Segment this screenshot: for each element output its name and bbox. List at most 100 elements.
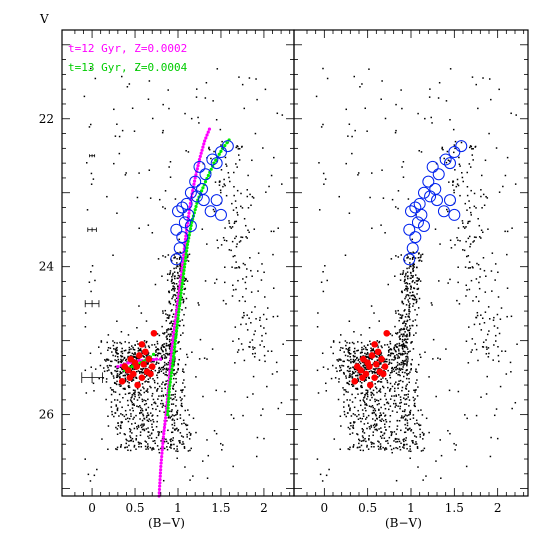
field-star-point	[162, 372, 165, 374]
field-star-point	[362, 348, 365, 350]
field-star-point	[506, 315, 508, 318]
field-star-point	[388, 408, 390, 411]
field-star-point	[127, 404, 129, 407]
field-star-point	[190, 433, 192, 435]
field-star-point	[478, 300, 480, 303]
field-star-point	[478, 281, 480, 284]
field-star-point	[131, 432, 133, 434]
red-star-marker	[366, 381, 374, 389]
field-star-point	[137, 441, 140, 444]
field-star-point	[368, 68, 370, 70]
field-star-point	[170, 415, 173, 418]
isochrone-point	[181, 272, 186, 276]
field-star-point	[379, 388, 382, 390]
field-star-point	[109, 347, 112, 349]
isochrone-point	[158, 357, 162, 361]
field-star-point	[390, 434, 393, 437]
field-star-point	[405, 323, 407, 325]
field-star-point	[175, 304, 177, 307]
field-star-point	[177, 367, 179, 370]
field-star-point	[462, 180, 464, 183]
field-star-point	[368, 370, 371, 373]
field-star-point	[349, 446, 351, 449]
field-star-point	[184, 466, 186, 468]
field-star-point	[139, 442, 141, 444]
field-star-point	[324, 178, 327, 180]
field-star-point	[176, 448, 178, 450]
field-star-point	[87, 473, 90, 476]
field-star-point	[371, 442, 374, 444]
field-star-point	[336, 359, 338, 361]
blue-star-marker	[448, 208, 461, 221]
field-star-point	[351, 370, 354, 373]
field-star-point	[487, 228, 489, 230]
field-star-point	[385, 447, 387, 449]
field-star-point	[394, 344, 396, 347]
field-star-point	[107, 359, 110, 361]
field-star-point	[405, 313, 408, 316]
field-star-point	[173, 447, 175, 450]
field-star-point	[221, 449, 223, 451]
field-star-point	[175, 405, 177, 407]
field-star-point	[407, 396, 409, 398]
field-star-point	[166, 369, 169, 371]
field-star-point	[384, 395, 386, 397]
field-star-point	[396, 353, 398, 356]
field-star-point	[406, 414, 408, 417]
field-star-point	[127, 420, 130, 423]
field-star-point	[369, 340, 371, 343]
isochrone-point	[163, 422, 167, 426]
field-star-point	[242, 278, 244, 280]
field-star-point	[408, 283, 411, 285]
legend: t=12 Gyr, Z=0.0002 t=13 Gyr, Z=0.0004	[68, 42, 188, 74]
field-star-point	[168, 314, 171, 317]
field-star-point	[119, 376, 121, 378]
field-star-point	[480, 174, 483, 177]
field-star-point	[172, 387, 174, 390]
field-star-point	[162, 206, 164, 208]
field-star-point	[242, 262, 245, 265]
field-star-point	[133, 353, 135, 355]
field-star-point	[232, 340, 234, 343]
isochrone-point	[169, 353, 173, 358]
field-star-point	[394, 206, 397, 208]
field-star-point	[158, 431, 161, 433]
field-star-point	[277, 227, 279, 229]
field-star-point	[238, 266, 241, 269]
field-star-point	[173, 257, 175, 259]
field-star-point	[403, 353, 405, 355]
field-star-point	[387, 369, 389, 372]
field-star-point	[241, 207, 244, 209]
field-star-point	[419, 424, 422, 426]
field-star-point	[172, 304, 175, 306]
field-star-point	[128, 444, 130, 447]
field-star-point	[404, 423, 406, 426]
field-star-point	[402, 443, 405, 446]
field-star-point	[348, 212, 351, 214]
field-star-point	[172, 398, 175, 400]
field-star-point	[384, 426, 386, 428]
field-star-point	[399, 273, 402, 275]
field-star-point	[84, 369, 87, 372]
field-star-point	[372, 434, 374, 437]
isochrone-point	[200, 148, 204, 152]
field-star-point	[167, 329, 169, 331]
field-star-point	[405, 398, 408, 400]
field-star-point	[178, 341, 180, 343]
isochrone-point	[167, 393, 171, 397]
field-star-point	[119, 401, 121, 403]
field-star-point	[401, 301, 404, 303]
field-star-point	[415, 368, 417, 370]
field-star-point	[213, 150, 215, 153]
field-star-point	[155, 349, 157, 352]
field-star-point	[236, 267, 238, 269]
field-star-point	[112, 254, 114, 257]
red-star-marker	[127, 355, 135, 363]
field-star-point	[410, 429, 413, 431]
field-star-point	[397, 348, 400, 350]
red-star-marker	[366, 363, 373, 370]
blue-star-marker	[210, 194, 223, 207]
field-star-point	[130, 345, 133, 347]
field-star-point	[376, 429, 378, 432]
field-star-point	[105, 381, 108, 383]
